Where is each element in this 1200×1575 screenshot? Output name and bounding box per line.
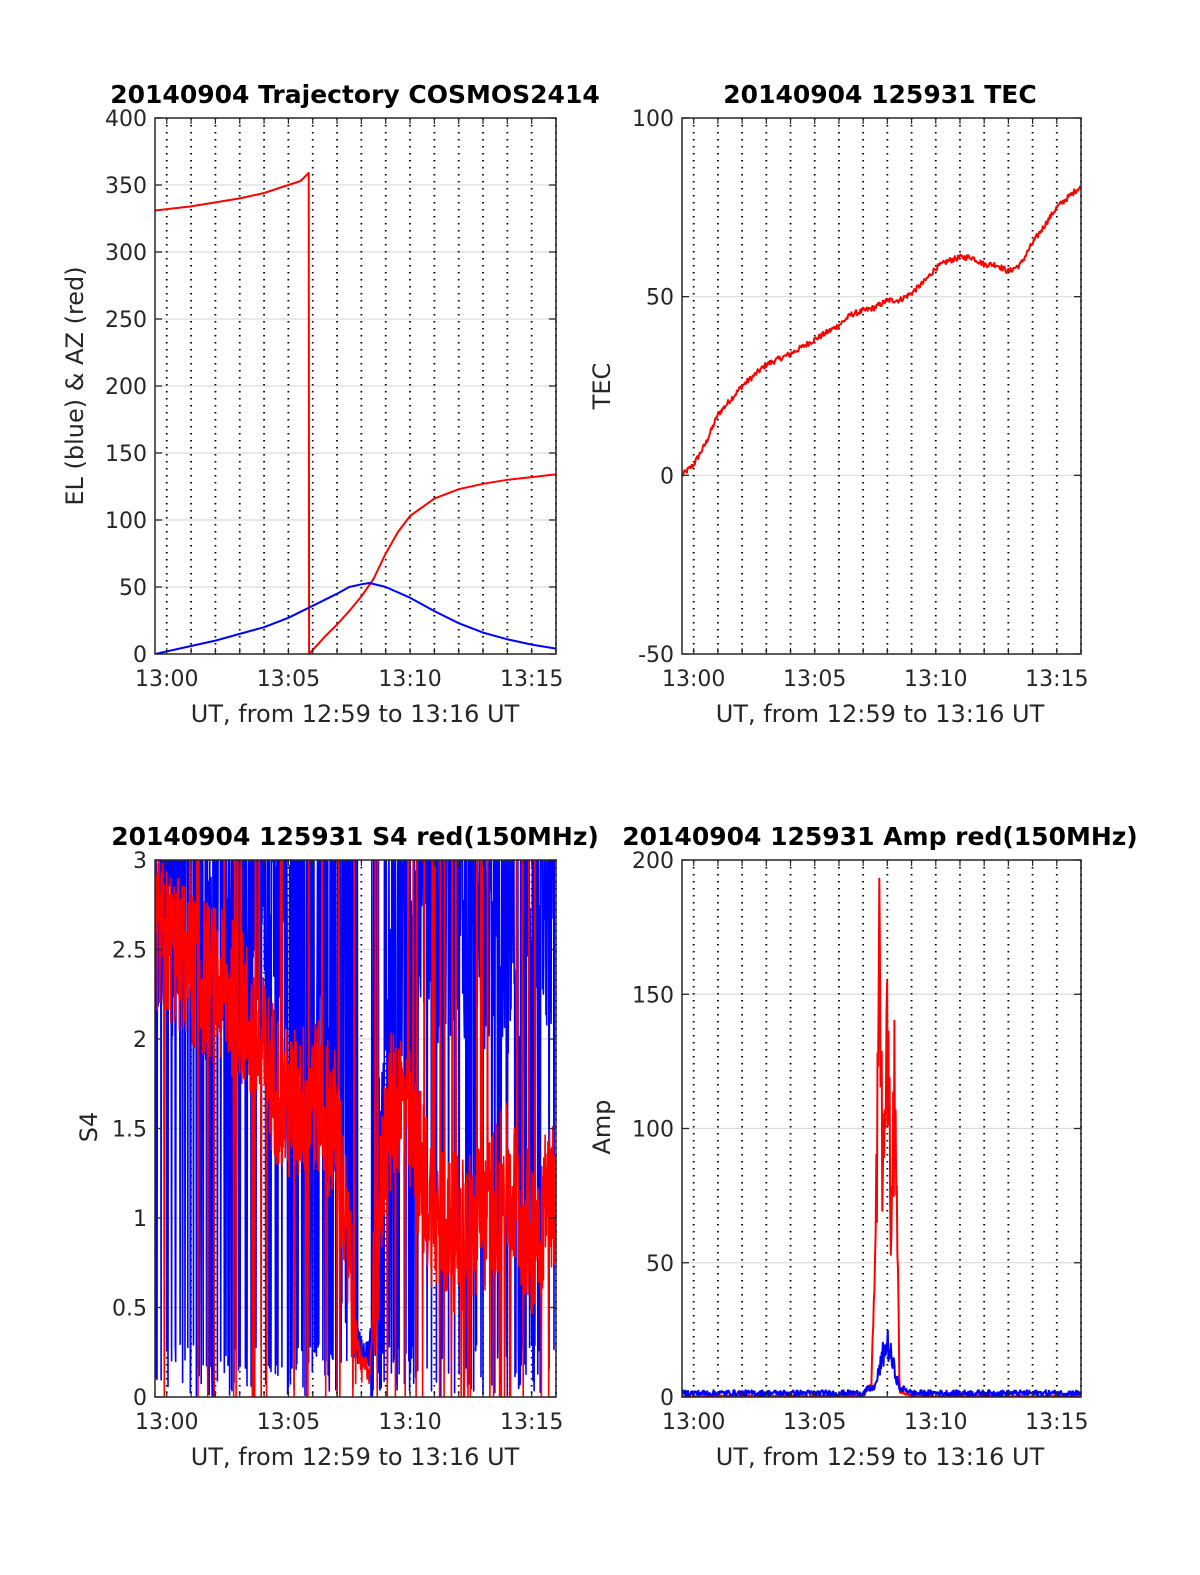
s4-xtick-label: 13:05 [257, 1410, 320, 1435]
trajectory-xtick-label: 13:05 [257, 667, 320, 692]
tec-series-group [682, 185, 1081, 477]
amp-xtick-label: 13:15 [1025, 1410, 1088, 1435]
s4-xtick-label: 13:15 [500, 1410, 563, 1435]
trajectory-plot: 0 50 100 150 200 250 300 350 400 13:00 13:05 13:10 1… [105, 107, 563, 692]
trajectory-xtick-label: 13:10 [378, 667, 441, 692]
trajectory-ylabel: EL (blue) & AZ (red) [61, 266, 89, 505]
trajectory-ytick-label: 350 [105, 174, 147, 199]
s4-ytick-label: 1.5 [112, 1118, 147, 1143]
trajectory-xtick-label: 13:00 [135, 667, 198, 692]
s4-series-group [155, 860, 556, 1397]
s4-title: 20140904 125931 S4 red(150MHz) [111, 822, 599, 851]
s4-xtick-label: 13:00 [135, 1410, 198, 1435]
amp-xtick-label: 13:00 [662, 1410, 725, 1435]
trajectory-series-blue [155, 582, 556, 654]
tec-title: 20140904 125931 TEC [723, 80, 1036, 109]
s4-ytick-label: 2.5 [112, 939, 147, 964]
s4-ylabel: S4 [75, 1112, 103, 1143]
panel-amp: 20140904 125931 Amp red(150MHz) UT, from… [588, 822, 1138, 1471]
tec-xtick-label: 13:15 [1025, 667, 1088, 692]
amp-ytick-label: 0 [660, 1386, 674, 1411]
amp-xtick-label: 13:05 [783, 1410, 846, 1435]
tec-xtick-label: 13:05 [783, 667, 846, 692]
tec-ytick-label: 100 [632, 107, 674, 132]
trajectory-xtick-label: 13:15 [500, 667, 563, 692]
amp-ytick-label: 150 [632, 983, 674, 1008]
tec-series-red [682, 185, 1081, 477]
tec-axes-box [681, 117, 1082, 655]
s4-xlabel: UT, from 12:59 to 13:16 UT [191, 1443, 520, 1471]
tec-ylabel: TEC [588, 363, 616, 411]
s4-ytick-label: 0.5 [112, 1297, 147, 1322]
amp-xlabel: UT, from 12:59 to 13:16 UT [716, 1443, 1045, 1471]
s4-plot: 0 0.5 1 1.5 2 2.5 3 13:00 13:05 13:10 13:15 [112, 849, 563, 1435]
tec-xtick-label: 13:10 [904, 667, 967, 692]
s4-ytick-label: 3 [133, 849, 147, 874]
trajectory-title: 20140904 Trajectory COSMOS2414 [110, 80, 600, 109]
s4-ytick-label: 2 [133, 1028, 147, 1053]
amp-ytick-label: 50 [646, 1252, 674, 1277]
tec-ytick-label: 50 [646, 286, 674, 311]
amp-series-blue [682, 1329, 1081, 1397]
trajectory-ytick-label: 100 [105, 509, 147, 534]
amp-xtick-label: 13:10 [904, 1410, 967, 1435]
trajectory-ytick-label: 150 [105, 442, 147, 467]
tec-xtick-label: 13:00 [662, 667, 725, 692]
s4-xtick-label: 13:10 [378, 1410, 441, 1435]
s4-series-red [155, 860, 556, 1397]
amp-title: 20140904 125931 Amp red(150MHz) [622, 822, 1138, 851]
tec-xlabel: UT, from 12:59 to 13:16 UT [716, 700, 1045, 728]
trajectory-ytick-label: 400 [105, 107, 147, 132]
panel-trajectory: 20140904 Trajectory COSMOS2414 UT, from … [61, 80, 600, 728]
amp-ytick-label: 100 [632, 1118, 674, 1143]
tec-plot: -50 0 50 100 13:00 13:05 13:10 13:15 [632, 107, 1088, 692]
s4-ytick-label: 0 [133, 1386, 147, 1411]
s4-ytick-label: 1 [133, 1207, 147, 1232]
trajectory-series-red [155, 171, 556, 654]
trajectory-ytick-label: 300 [105, 241, 147, 266]
trajectory-ytick-label: 200 [105, 375, 147, 400]
panel-s4: 20140904 125931 S4 red(150MHz) UT, from … [75, 822, 599, 1471]
trajectory-xlabel: UT, from 12:59 to 13:16 UT [191, 700, 520, 728]
amp-ylabel: Amp [588, 1099, 616, 1154]
tec-ytick-label: -50 [638, 643, 674, 668]
amp-plot: 0 50 100 150 200 13:00 13:05 13:10 13:15 [632, 849, 1088, 1435]
trajectory-ytick-label: 0 [133, 643, 147, 668]
trajectory-series-group [155, 171, 556, 654]
panel-tec: 20140904 125931 TEC UT, from 12:59 to 13… [588, 80, 1045, 728]
amp-ytick-label: 200 [632, 849, 674, 874]
tec-ytick-label: 0 [660, 464, 674, 489]
trajectory-ytick-label: 250 [105, 308, 147, 333]
trajectory-ytick-label: 50 [119, 576, 147, 601]
